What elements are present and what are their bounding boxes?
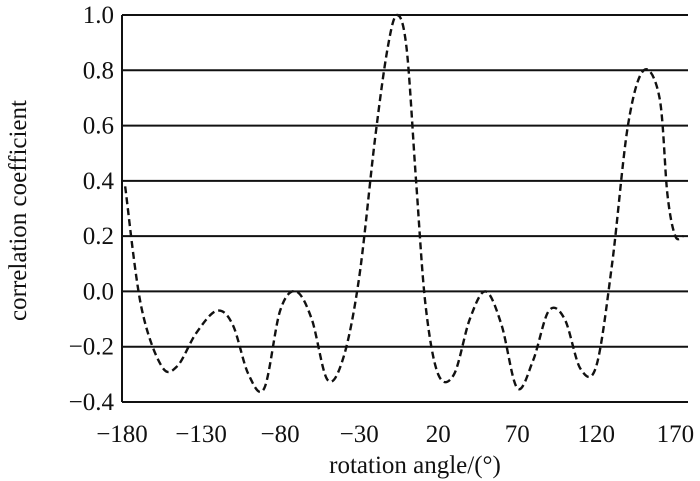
- data-point: [682, 235, 684, 237]
- data-point: [160, 365, 162, 367]
- data-point: [386, 47, 388, 49]
- data-point: [295, 290, 297, 292]
- data-point: [453, 373, 455, 375]
- data-point: [374, 138, 376, 140]
- data-point: [666, 193, 668, 195]
- data-point: [279, 310, 281, 312]
- data-point: [415, 180, 417, 182]
- y-tick-label: −0.2: [69, 334, 114, 361]
- x-tick-label: 120: [578, 421, 616, 448]
- x-axis-title: rotation angle/(°): [329, 452, 501, 479]
- y-tick-label: 0.0: [83, 278, 114, 305]
- y-tick-label: 0.2: [83, 223, 114, 250]
- x-tick-label: 20: [426, 421, 451, 448]
- y-tick-label: 0.8: [83, 57, 114, 84]
- data-point: [532, 359, 534, 361]
- data-point: [658, 97, 660, 99]
- x-tick-label: −130: [175, 421, 227, 448]
- data-point: [140, 304, 142, 306]
- x-tick-label: −180: [96, 421, 148, 448]
- data-point: [516, 387, 518, 389]
- data-point: [643, 69, 645, 71]
- series-layer: [123, 13, 684, 394]
- y-tick-label: 0.6: [83, 113, 114, 140]
- x-tick-label: 170: [657, 421, 695, 448]
- data-point: [500, 323, 502, 325]
- data-point: [611, 263, 613, 265]
- data-point: [195, 332, 197, 334]
- data-point: [484, 290, 486, 292]
- data-point: [247, 373, 249, 375]
- data-point: [231, 323, 233, 325]
- data-point: [311, 318, 313, 320]
- data-point: [469, 318, 471, 320]
- x-tick-label: 70: [505, 421, 530, 448]
- data-point: [424, 304, 426, 306]
- data-point: [595, 365, 597, 367]
- data-point: [548, 310, 550, 312]
- data-point: [563, 318, 565, 320]
- data-point: [263, 387, 265, 389]
- data-point: [396, 14, 398, 16]
- data-point: [437, 373, 439, 375]
- data-point: [124, 185, 126, 187]
- y-tick-label: 1.0: [83, 2, 114, 29]
- tick-label-layer: 1.0 0.8 0.6 0.4 0.2 0.0 −0.2 −0.4 −180 −130 −80 −30…: [69, 2, 694, 448]
- data-point: [326, 379, 328, 381]
- grid-layer: [122, 14, 688, 403]
- y-axis-title: correlation coefficient: [5, 100, 32, 321]
- data-point: [627, 124, 629, 126]
- series-line-0: [123, 13, 684, 394]
- y-tick-label: 0.4: [83, 168, 115, 195]
- data-point: [176, 365, 178, 367]
- data-point: [579, 368, 581, 370]
- data-point: [405, 47, 407, 49]
- y-tick-label: −0.4: [69, 389, 115, 416]
- data-point: [674, 235, 676, 237]
- x-tick-label: −30: [340, 421, 379, 448]
- x-tick-label: −80: [261, 421, 300, 448]
- data-point: [342, 357, 344, 359]
- data-point: [358, 276, 360, 278]
- data-point: [216, 310, 218, 312]
